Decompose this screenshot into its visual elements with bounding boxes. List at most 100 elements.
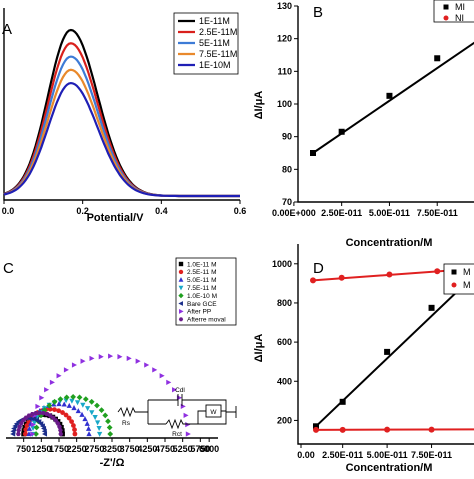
panel-d-marks <box>313 274 474 433</box>
panel-b-y-tick-label: 110 <box>277 66 292 76</box>
panel-b-legend-marker <box>444 5 449 10</box>
panel-b-legend-marker <box>444 16 449 21</box>
panel-d-point <box>313 427 319 433</box>
panel-b-y-label: ΔI/μA <box>253 91 265 120</box>
panel-c-point <box>105 418 111 424</box>
panel-b-point <box>310 277 316 283</box>
panel-c-point <box>71 423 76 428</box>
panel-a-legend-label: 1E-10M <box>199 60 231 70</box>
panel-c-legend: 1.0E-11 M2.5E-11 M5.0E-11 M7.5E-11 M1.0E… <box>176 258 236 325</box>
panel-d-legend-marker <box>452 283 457 288</box>
panel-a-x-tick-label: 0.6 <box>234 206 247 216</box>
panel-d-label: D <box>313 260 324 277</box>
panel-c-point <box>107 431 113 437</box>
panel-c-point <box>85 421 90 426</box>
panel-d-legend: MM <box>444 264 474 294</box>
panel-c-legend-label: 2.5E-11 M <box>187 269 217 276</box>
panel-c-legend-label: 5.0E-11 M <box>187 277 217 284</box>
panel-b-x-tick-label: 0.00E+000 <box>272 208 316 218</box>
panel-c-legend-label: After PP <box>187 309 211 316</box>
panel-b-point <box>386 93 392 99</box>
circuit-capacitor-cdl <box>166 394 198 406</box>
panel-b-point <box>434 268 440 274</box>
circuit-resistor-rs <box>118 408 148 416</box>
panel-c-point <box>77 395 83 401</box>
panel-a-legend-label: 5E-11M <box>199 38 230 48</box>
panel-c-point <box>76 408 81 413</box>
panel-d-point <box>384 427 390 433</box>
circuit-label-rct: Rct <box>172 431 182 438</box>
panel-c-point <box>57 373 62 378</box>
circuit-branch-left <box>148 400 166 424</box>
panel-b-point <box>434 55 440 61</box>
panel-c-x-tick-label: 750 <box>16 444 31 454</box>
panel-c-point <box>83 396 89 402</box>
circuit-label-w: W <box>210 409 217 416</box>
panel-c-point <box>16 428 21 432</box>
panel-b-y-tick-label: 70 <box>282 197 292 207</box>
panel-b-point <box>339 129 345 135</box>
panel-a-legend-label: 1E-11M <box>199 16 230 26</box>
panel-c-point <box>75 400 80 405</box>
circuit-label-rs: Rs <box>122 420 131 427</box>
panel-c-point <box>99 407 105 413</box>
panel-c-point <box>96 426 101 431</box>
panel-d-legend-label: M <box>463 280 471 290</box>
panel-d-y-tick-label: 1000 <box>272 259 292 269</box>
panel-d-y-tick-label: 200 <box>277 415 292 425</box>
panel-c-point <box>89 399 95 405</box>
panel-d-legend-marker <box>452 270 457 275</box>
panel-d-point <box>429 427 435 433</box>
panel-b-y-tick-label: 120 <box>277 34 292 44</box>
panel-c-legend-marker <box>179 270 183 274</box>
panel-b-y-tick-label: 130 <box>277 1 292 11</box>
panel-c-point <box>107 425 113 431</box>
panel-c-point <box>186 431 191 436</box>
panel-d-x-tick-label: 2.50E-011 <box>322 450 363 460</box>
panel-c-point <box>99 354 104 359</box>
panel-c-point <box>184 413 189 418</box>
panel-c-point <box>58 396 64 402</box>
panel-d-y-tick-label: 600 <box>277 337 292 347</box>
panel-c-point <box>67 403 72 408</box>
panel-c-legend-marker <box>179 262 183 266</box>
panel-c-point <box>166 380 171 385</box>
panel-d-x-tick-label: 7.50E-011 <box>411 450 452 460</box>
panel-c-point <box>181 404 186 409</box>
panel-c-point <box>73 432 78 437</box>
panel-c-point <box>82 416 87 421</box>
panel-a-x-tick-label: 0.0 <box>2 206 15 216</box>
panel-d-legend-label: M <box>463 267 471 277</box>
panel-d-y-label: ΔI/μA <box>253 334 265 363</box>
panel-c-x-tick-label: 6000 <box>199 444 219 454</box>
panel-c-legend-label: Bare GCE <box>187 301 217 308</box>
equivalent-circuit: Rs Cdl Rct W <box>118 387 236 438</box>
panel-b-legend-box <box>434 0 474 22</box>
panel-b-x-tick-label: 5.00E-011 <box>369 208 410 218</box>
panel-c-point <box>136 359 141 364</box>
panel-c-point <box>89 410 94 415</box>
panel-c-point <box>86 426 91 431</box>
panel-c-point <box>94 403 100 409</box>
panel-a-label: A <box>2 21 12 38</box>
panel-c-legend-label: 1.0E-11 M <box>187 261 217 268</box>
panel-d-y-tick-label: 400 <box>277 376 292 386</box>
panel-d-point <box>340 427 346 433</box>
panel-c-point <box>89 356 94 361</box>
panel-c-point <box>102 413 108 419</box>
panel-c-point <box>127 356 132 361</box>
panel-c-point <box>95 420 100 425</box>
panel-c-legend-label: 1.0E-10 M <box>187 293 217 300</box>
panel-c-legend-label: 7.5E-11 M <box>187 285 217 292</box>
panel-b-point <box>386 272 392 278</box>
panel-c-point <box>44 387 49 392</box>
panel-c-point <box>16 432 21 436</box>
panel-c-point <box>108 353 113 358</box>
